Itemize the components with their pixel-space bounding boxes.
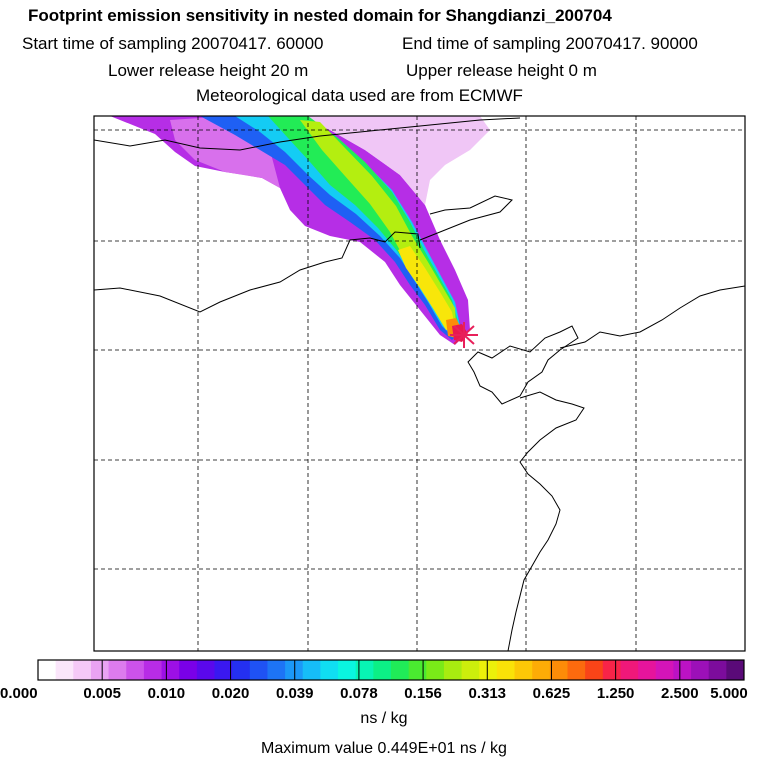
colorbar-swatch — [708, 660, 727, 680]
end-time-label: End time of sampling 20070417. 90000 — [402, 34, 698, 53]
colorbar-swatch — [620, 660, 639, 680]
colorbar-swatch — [496, 660, 516, 680]
colorbar-swatch — [355, 660, 374, 680]
map-frame — [93, 115, 746, 652]
colorbar-swatch — [673, 660, 692, 680]
colorbar-swatch — [196, 660, 215, 680]
colorbar-tick-label: 0.313 — [468, 685, 507, 702]
colorbar-swatch — [232, 660, 251, 680]
colorbar-swatch — [285, 660, 304, 680]
met-data-label: Meteorological data used are from ECMWF — [196, 86, 523, 105]
map-title: Footprint emission sensitivity in nested… — [28, 6, 612, 25]
colorbar-tick-label: 2.500 — [661, 685, 699, 702]
colorbar-tick-label: 0.625 — [532, 685, 571, 702]
colorbar-swatch — [126, 660, 145, 680]
colorbar — [37, 660, 745, 680]
colorbar-tick-label: 0.078 — [340, 685, 378, 702]
colorbar-swatch — [532, 660, 551, 680]
colorbar-units: ns / kg — [360, 710, 408, 727]
colorbar-swatch — [691, 660, 710, 680]
colorbar-swatch — [567, 660, 586, 680]
colorbar-swatch — [408, 660, 427, 680]
colorbar-frame — [37, 659, 745, 681]
colorbar-swatch — [90, 660, 110, 680]
colorbar-swatch — [179, 660, 198, 680]
colorbar-swatch — [726, 660, 745, 680]
lat-lon-grid — [94, 116, 745, 651]
colorbar-swatch — [549, 660, 568, 680]
colorbar-tick-label: 0.005 — [83, 685, 121, 702]
colorbar-tick-label: 0.010 — [147, 685, 186, 702]
colorbar-swatch — [655, 660, 674, 680]
maximum-value-label: Maximum value 0.449E+01 ns / kg — [261, 740, 507, 757]
colorbar-swatch — [214, 660, 233, 680]
colorbar-swatch — [638, 660, 657, 680]
colorbar-swatch — [73, 660, 92, 680]
colorbar-tick-label: 0.020 — [211, 685, 250, 702]
colorbar-swatch — [55, 660, 74, 680]
colorbar-swatch — [38, 660, 57, 680]
colorbar-swatch — [373, 660, 392, 680]
colorbar-swatch — [108, 660, 127, 680]
plume-level-low — [110, 116, 470, 345]
plume-level-pink — [170, 116, 280, 188]
colorbar-swatch — [302, 660, 321, 680]
receptor-marker-icon — [450, 322, 478, 348]
colorbar-tick-label: 0.039 — [275, 685, 314, 702]
colorbar-swatch — [391, 660, 410, 680]
colorbar-swatch — [267, 660, 286, 680]
colorbar-tick-label: 0.156 — [404, 685, 442, 702]
colorbar-swatch — [161, 660, 180, 680]
colorbar-swatch — [320, 660, 339, 680]
colorbar-tick-label: 0.000 — [0, 685, 38, 702]
colorbar-tick-label: 1.250 — [596, 685, 635, 702]
colorbar-swatch — [249, 660, 268, 680]
colorbar-swatch — [461, 660, 480, 680]
coastlines — [94, 117, 745, 651]
start-time-label: Start time of sampling 20070417. 60000 — [22, 34, 324, 53]
upper-release-label: Upper release height 0 m — [406, 61, 597, 80]
colorbar-swatch — [426, 660, 445, 680]
plume-level-lightpink — [300, 116, 490, 205]
colorbar-swatch — [143, 660, 163, 680]
colorbar-swatch — [585, 660, 604, 680]
lower-release-label: Lower release height 20 m — [108, 61, 309, 80]
colorbar-swatch — [514, 660, 533, 680]
colorbar-swatch — [338, 660, 357, 680]
colorbar-swatch — [479, 660, 498, 680]
colorbar-swatch — [443, 660, 463, 680]
sensitivity-plume — [110, 116, 490, 345]
colorbar-swatch — [602, 660, 621, 680]
colorbar-tick-label: 5.000 — [710, 685, 748, 702]
plume-level-yellow — [398, 246, 455, 330]
